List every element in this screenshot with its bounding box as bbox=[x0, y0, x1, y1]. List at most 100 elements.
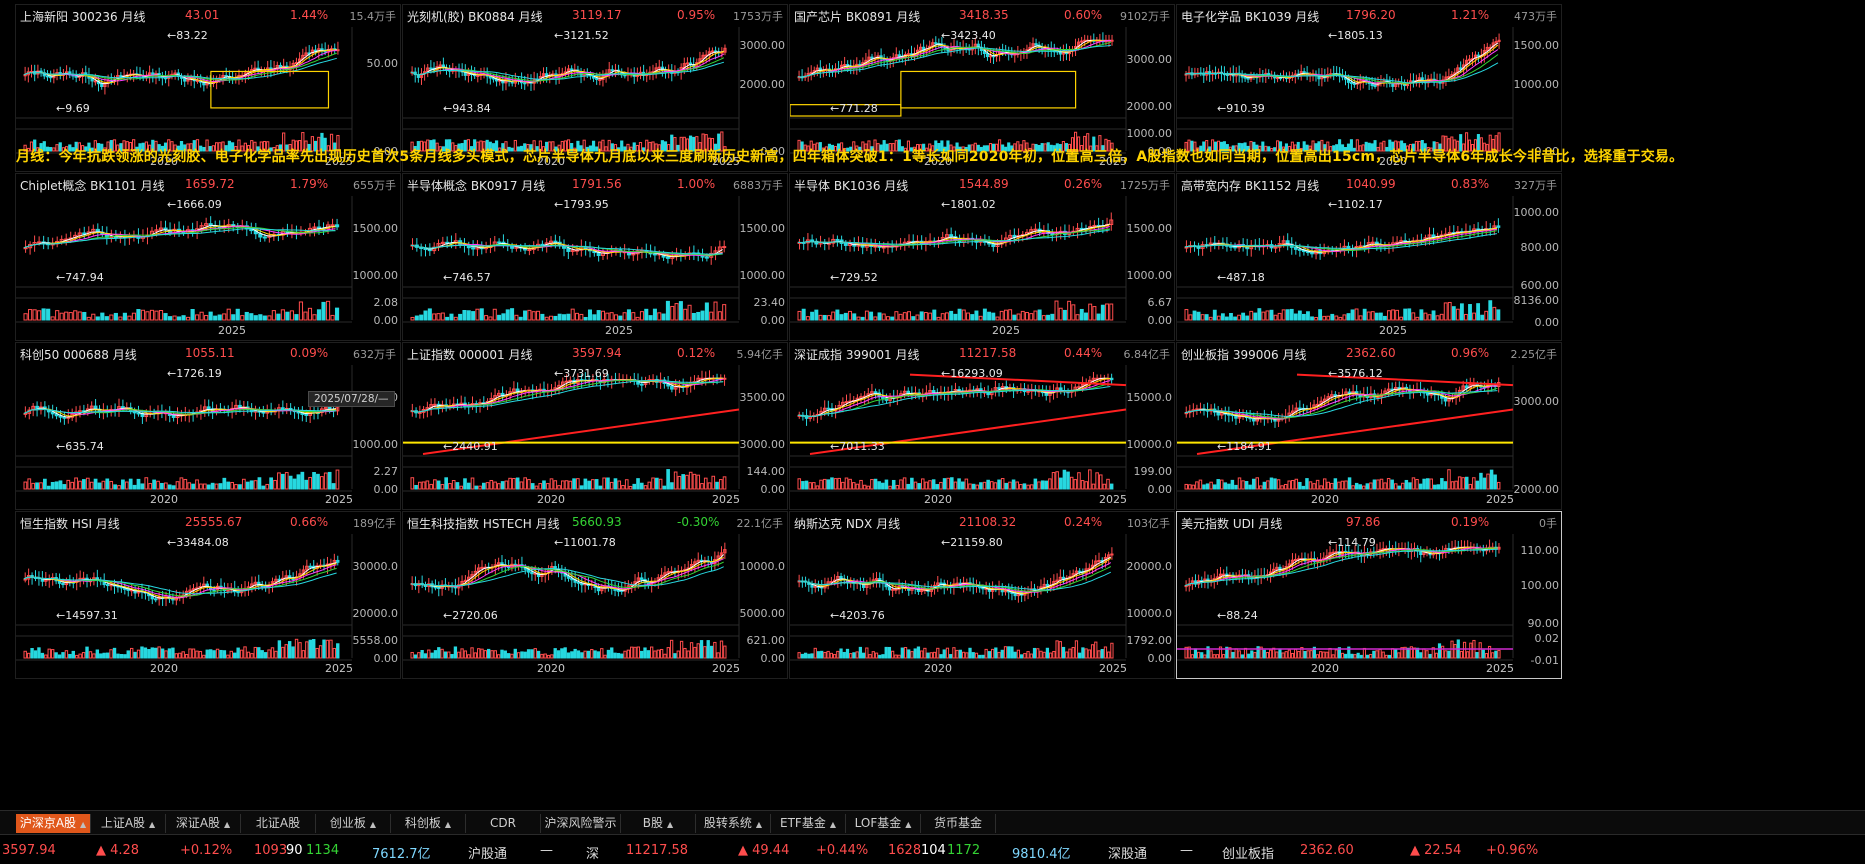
volume-bar bbox=[23, 313, 28, 321]
caret-up-icon[interactable]: ▲ bbox=[444, 820, 452, 829]
tab-8[interactable]: B股 ▲ bbox=[621, 814, 696, 833]
volume-bar bbox=[1443, 302, 1448, 321]
candle-body bbox=[23, 412, 28, 415]
y-axis-label: 5000.00 bbox=[739, 607, 786, 620]
candle-body bbox=[906, 53, 911, 56]
cy-label[interactable]: 创业板指 bbox=[1222, 847, 1275, 862]
volume-bar bbox=[711, 475, 716, 490]
volume-bar bbox=[1262, 481, 1267, 490]
caret-up-icon[interactable]: ▲ bbox=[667, 820, 674, 829]
caret-up-icon[interactable]: ▲ bbox=[80, 820, 87, 829]
caret-up-icon[interactable]: ▲ bbox=[905, 820, 912, 829]
tab-7[interactable]: 沪深风险警示▲ bbox=[541, 814, 621, 848]
x-axis-label: 2020 bbox=[924, 155, 952, 168]
panel-price: 43.01 bbox=[185, 8, 220, 22]
chart-panel[interactable]: Chiplet概念 BK1101 月线 1659.72 1.79% 655万手 1500… bbox=[15, 173, 401, 341]
panel-price: 25555.67 bbox=[185, 515, 243, 529]
chart-panel[interactable]: 科创50 000688 月线1055.110.09%632万手1500.0010… bbox=[15, 342, 401, 510]
volume-bar bbox=[993, 482, 998, 490]
tab-3[interactable]: 北证A股 bbox=[241, 814, 316, 833]
chart-panel[interactable]: 纳斯达克 NDX 月线 21108.32 0.24% 103亿手 20000.0 1000… bbox=[789, 511, 1175, 679]
chart-panel[interactable]: 半导体概念 BK0917 月线 1791.56 1.00% 6883万手 1500.00… bbox=[402, 173, 788, 341]
x-axis-label: 2020 bbox=[924, 662, 952, 675]
volume-bar bbox=[1370, 143, 1374, 152]
candle-body bbox=[308, 565, 312, 568]
panel-volume: 6.84亿手 bbox=[1123, 348, 1171, 361]
candle-body bbox=[1291, 410, 1295, 414]
chart-panel[interactable]: 半导体 BK1036 月线 1544.89 0.26% 1725万手 1500.00 10… bbox=[789, 173, 1175, 341]
volume-bar bbox=[635, 145, 639, 152]
tab-5[interactable]: 科创板 ▲ bbox=[391, 814, 466, 833]
volume-bar bbox=[1086, 133, 1090, 152]
caret-up-icon[interactable]: ▲ bbox=[755, 820, 763, 829]
volume-bar bbox=[1431, 310, 1436, 321]
chart-panel[interactable]: 电子化学品 BK1039 月线 1796.20 1.21% 473万手 1500.00 1… bbox=[1176, 4, 1562, 172]
caret-up-icon[interactable]: ▲ bbox=[369, 820, 377, 829]
chart-panel[interactable]: 光刻机(胶) BK0884 月线 3119.17 0.95% 1753万手 3000.0… bbox=[402, 4, 788, 172]
tab-12[interactable]: 货币基金 bbox=[921, 814, 996, 833]
chart-panel[interactable]: 上海新阳 300236 月线 43.01 1.44% 15.4万手 50.00 0.00 2… bbox=[15, 4, 401, 172]
tab-10[interactable]: ETF基金 ▲ bbox=[771, 814, 846, 833]
tab-1[interactable]: 上证A股 ▲ bbox=[91, 814, 166, 833]
volume-bar bbox=[1411, 312, 1416, 321]
tab-4[interactable]: 创业板 ▲ bbox=[316, 814, 391, 833]
candle-body bbox=[1443, 397, 1448, 402]
volume-bar bbox=[479, 308, 484, 321]
volume-bar bbox=[116, 144, 120, 152]
volume-bar bbox=[71, 650, 75, 659]
volume-bar bbox=[913, 481, 918, 490]
chart-panel[interactable]: 创业板指 399006 月线 2362.60 0.96% 2.25亿手 3000.00 2… bbox=[1176, 342, 1562, 510]
volume-bar bbox=[249, 313, 254, 321]
chart-panel[interactable]: 恒生科技指数 HSTECH 月线 5660.93 -0.30% 22.1亿手 10000… bbox=[402, 511, 788, 679]
volume-bar bbox=[202, 146, 206, 152]
chart-panel[interactable]: 上证指数 000001 月线 3597.94 0.12% 5.94亿手 3500.00 3… bbox=[402, 342, 788, 510]
sz-label[interactable]: 深 bbox=[586, 847, 600, 862]
caret-up-icon[interactable]: ▲ bbox=[149, 820, 156, 829]
tab-2[interactable]: 深证A股 ▲ bbox=[166, 814, 241, 833]
volume-bar bbox=[556, 650, 561, 659]
caret-up-icon[interactable]: ▲ bbox=[224, 820, 231, 829]
volume-bar bbox=[526, 649, 531, 659]
volume-bar bbox=[554, 146, 558, 152]
hgt-label[interactable]: 沪股通 bbox=[468, 847, 508, 862]
volume-bar bbox=[305, 641, 309, 659]
panel-header: 国产芯片 BK0891 月线 3418.35 0.60% 9102万手 bbox=[794, 8, 1170, 26]
moving-average-line bbox=[798, 571, 1112, 591]
volume-bar bbox=[579, 313, 584, 321]
volume-bar bbox=[849, 146, 853, 152]
tab-9[interactable]: 股转系统 ▲ bbox=[696, 814, 771, 833]
candle-body bbox=[1083, 39, 1087, 42]
caret-up-icon[interactable]: ▲ bbox=[829, 820, 836, 829]
sgt-label[interactable]: 深股通 bbox=[1108, 847, 1148, 862]
volume-bar bbox=[303, 311, 308, 321]
y-axis-label: 1792.00 bbox=[1126, 634, 1173, 647]
tab-6[interactable]: CDR bbox=[466, 814, 541, 833]
tab-11[interactable]: LOF基金 ▲ bbox=[846, 814, 921, 833]
chart-panel[interactable]: 美元指数 UDI 月线 97.86 0.19% 0手 110.00 100.00 90.00… bbox=[1176, 511, 1562, 679]
volume-bar bbox=[534, 485, 539, 490]
volume-bar bbox=[205, 649, 209, 659]
volume-bar bbox=[467, 654, 471, 659]
volume-bar bbox=[211, 145, 216, 152]
y-axis-label: 0.00 bbox=[1147, 145, 1173, 158]
chart-panel[interactable]: 恒生指数 HSI 月线 25555.67 0.66% 189亿手 30000.0 2000… bbox=[15, 511, 401, 679]
volume-bar bbox=[1184, 309, 1189, 321]
candle-body bbox=[955, 582, 959, 585]
volume-bar bbox=[30, 648, 34, 659]
volume-bar bbox=[527, 479, 531, 490]
panel-title: 高带宽内存 BK1152 月线 bbox=[1181, 179, 1320, 193]
volume-bar bbox=[224, 145, 228, 152]
volume-bar bbox=[272, 147, 276, 152]
volume-bar bbox=[440, 312, 445, 321]
volume-bar bbox=[310, 136, 315, 152]
chart-panel[interactable]: 高带宽内存 BK1152 月线 1040.99 0.83% 327万手 1000.00 8… bbox=[1176, 173, 1562, 341]
volume-bar bbox=[1387, 654, 1392, 659]
tab-0[interactable]: 沪深京A股 ▲ bbox=[16, 814, 91, 833]
volume-bar bbox=[968, 483, 972, 490]
chart-panel[interactable]: 国产芯片 BK0891 月线 3418.35 0.60% 9102万手 3000.00 2… bbox=[789, 4, 1175, 172]
volume-bar bbox=[540, 313, 545, 321]
volume-bar bbox=[1281, 146, 1286, 152]
moving-average-line bbox=[797, 383, 1111, 417]
moving-average-line bbox=[410, 61, 725, 80]
chart-panel[interactable]: 深证成指 399001 月线 11217.58 0.44% 6.84亿手 15000.0… bbox=[789, 342, 1175, 510]
